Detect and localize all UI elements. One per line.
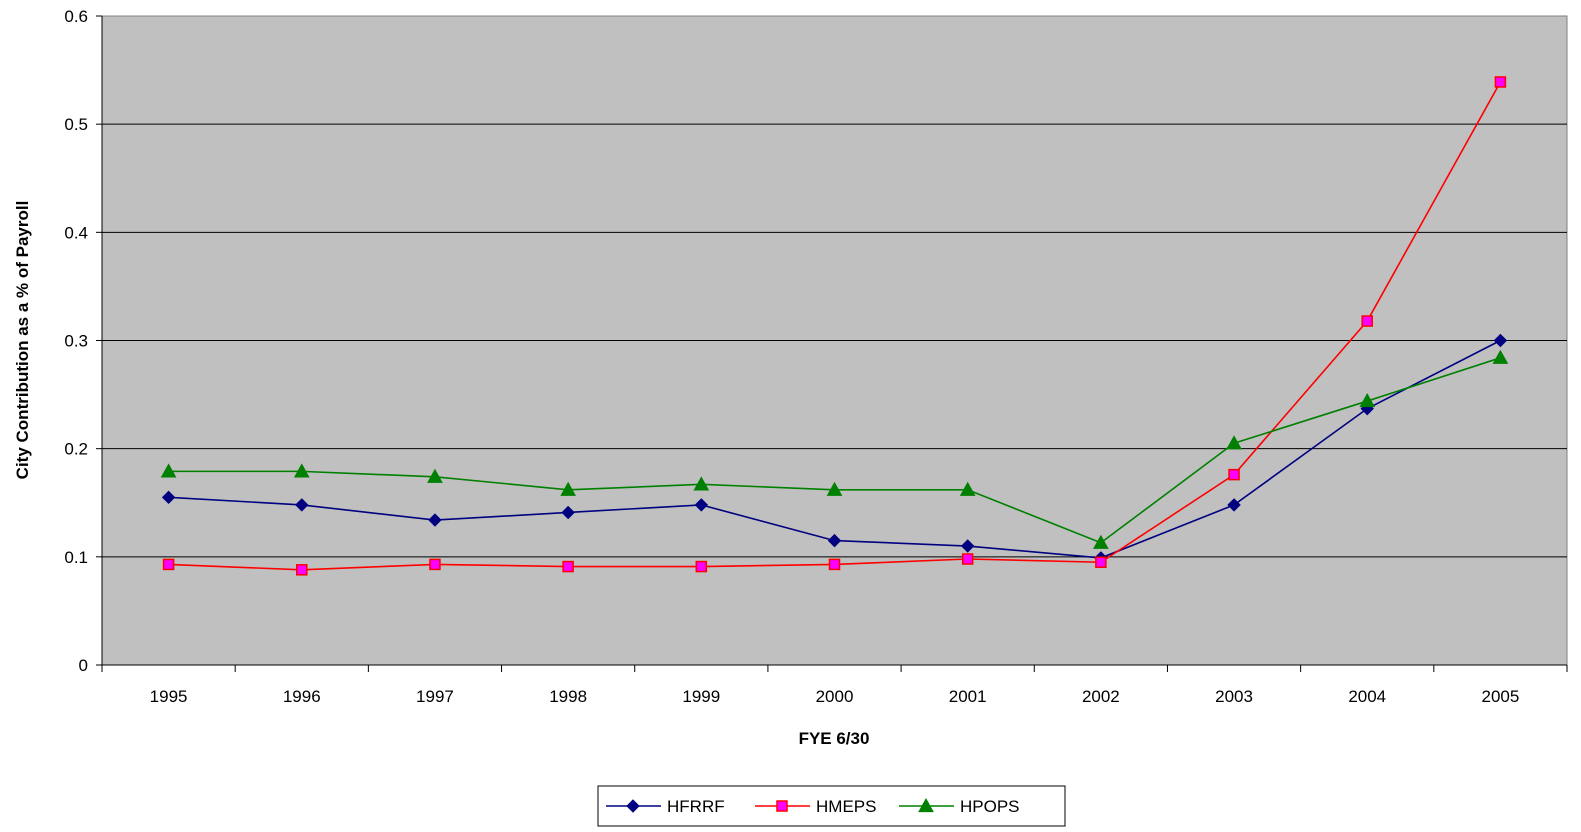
legend-marker <box>626 799 640 813</box>
data-point <box>1093 534 1109 549</box>
x-tick-label: 1995 <box>150 687 188 706</box>
data-point <box>1361 315 1373 327</box>
data-point <box>693 476 710 491</box>
data-point <box>1359 393 1376 408</box>
x-tick-label: 2001 <box>949 687 987 706</box>
series-hfrrf <box>161 333 1508 565</box>
data-point <box>429 558 441 571</box>
data-point <box>828 558 841 571</box>
data-point <box>1095 556 1107 568</box>
data-point <box>1228 468 1240 481</box>
x-tick-label: 2003 <box>1215 687 1253 706</box>
gridlines <box>102 123 1567 558</box>
legend: HFRRF HMEPS HPOPS <box>597 785 1066 827</box>
x-tick-label: 2002 <box>1082 687 1120 706</box>
series-layer <box>160 76 1509 576</box>
data-point <box>961 553 974 565</box>
y-tick-label: 0 <box>79 656 88 675</box>
legend-label: HPOPS <box>960 797 1020 816</box>
data-point <box>160 463 177 478</box>
x-tick-label: 2000 <box>816 687 854 706</box>
data-point <box>562 560 574 573</box>
data-point <box>561 505 575 520</box>
data-point <box>826 481 843 496</box>
axes: 0 0.1 0.2 0.3 0.4 0.5 0.6 1995 1996 1997 1998 1999 2… <box>64 7 1568 706</box>
legend-item-hfrrf: HFRRF <box>606 797 725 816</box>
x-tick-label: 1998 <box>549 687 587 706</box>
data-point <box>296 564 308 576</box>
x-tick-label: 1999 <box>682 687 720 706</box>
x-tick-label: 1996 <box>283 687 321 706</box>
y-tick-label: 0.6 <box>64 7 88 26</box>
legend-label: HFRRF <box>667 797 725 816</box>
data-point <box>428 513 442 527</box>
y-axis-title: City Contribution as a % of Payroll <box>13 201 32 480</box>
data-point <box>161 490 176 505</box>
data-point <box>560 481 576 496</box>
legend-box <box>597 785 1066 827</box>
data-point <box>295 498 309 512</box>
data-point <box>827 533 842 548</box>
x-axis-title: FYE 6/30 <box>799 729 870 748</box>
data-point <box>1226 435 1242 450</box>
data-point <box>1227 498 1241 512</box>
y-tick-label: 0.1 <box>64 548 88 567</box>
data-point <box>959 481 976 496</box>
legend-marker <box>776 800 788 812</box>
y-tick-label: 0.3 <box>64 332 88 351</box>
y-tick-label: 0.4 <box>64 223 88 242</box>
data-point <box>695 560 708 573</box>
data-point <box>1494 76 1507 88</box>
y-tick-label: 0.2 <box>64 440 88 459</box>
data-point <box>1492 349 1509 364</box>
data-point <box>162 558 175 571</box>
legend-item-hpops: HPOPS <box>899 797 1020 816</box>
x-tick-label: 2004 <box>1348 687 1386 706</box>
data-point <box>960 539 975 553</box>
data-point <box>1493 333 1508 348</box>
legend-label: HMEPS <box>816 797 876 816</box>
y-tick-label: 0.5 <box>64 115 88 134</box>
series-hpops <box>160 349 1509 549</box>
x-tick-label: 1997 <box>416 687 454 706</box>
x-tick-label: 2005 <box>1481 687 1519 706</box>
data-point <box>694 498 709 512</box>
data-point <box>427 468 443 483</box>
series-hmeps <box>162 76 1507 576</box>
legend-item-hmeps: HMEPS <box>755 797 876 816</box>
legend-marker <box>918 797 934 813</box>
data-point <box>293 463 310 478</box>
